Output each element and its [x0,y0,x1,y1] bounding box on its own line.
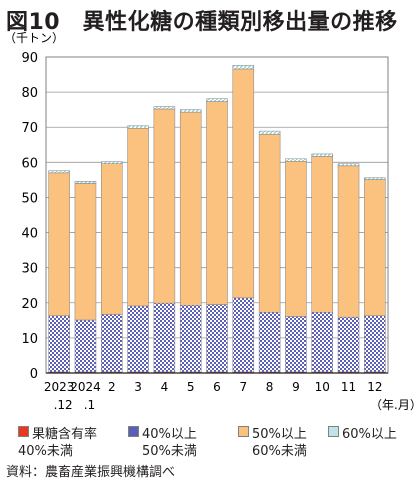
bar-segment [101,314,123,373]
bar-segment [364,177,386,180]
bar-segment [48,172,70,317]
y-tick-label: 80 [21,86,38,101]
bar-segment [206,304,228,373]
legend-label-line2: 50%未満 [142,444,197,459]
bar-segment [127,128,149,307]
bar-segment [127,125,149,129]
x-tick-label: 3 [134,380,142,394]
x-tick-sublabel: .1 [84,398,95,412]
x-tick-label: 8 [266,380,274,394]
legend-swatch [128,426,139,437]
x-tick-label: 10 [315,380,330,394]
axes [45,56,389,374]
bar-segment [101,161,123,164]
bar-segment [232,68,255,299]
x-unit-label: （年.月） [370,398,420,412]
bar-segment [364,179,386,317]
legend-item: 50%以上 60%未満 [238,426,307,460]
bar-segment [258,312,281,373]
x-tick-label: 5 [187,380,195,394]
x-tick-label: 2023 [44,380,75,394]
legend-label-line2: 40%未満 [18,444,73,459]
bar-segment [364,315,386,373]
bar-segment [285,316,307,373]
legend-item: 60%以上 [328,426,397,443]
bar-segment [285,161,307,317]
bar-segment [337,316,360,373]
bar-segment [232,297,255,373]
bar-segment [179,304,202,373]
bar-segment [101,163,123,315]
bars [48,65,386,374]
bar-segment [232,65,255,70]
bar-segment [74,181,97,184]
legend-swatch [238,426,249,437]
y-tick-label: 70 [21,121,38,136]
y-unit-label: （千トン） [4,31,64,45]
legend-label-line2: 60%未満 [252,444,307,459]
bar-segment [206,101,228,305]
bar-segment [153,106,176,110]
bar-segment [285,158,307,162]
x-tick-label: 7 [239,380,247,394]
x-tick-label: 2024 [70,380,101,394]
x-tick-label: 2 [108,380,116,394]
y-tick-label: 50 [21,191,38,206]
bar-segment [311,312,333,373]
y-tick-label: 60 [21,156,38,171]
legend-label: 果糖含有率 [32,427,98,442]
bar-segment [48,315,70,373]
legend-swatch [18,426,29,437]
x-tick-sublabel: .12 [54,398,73,412]
bar-segment [258,130,281,135]
y-tick-label: 90 [21,51,38,66]
x-tick-label: 4 [161,380,169,394]
x-tick-label: 12 [367,380,382,394]
bar-segment [311,156,333,313]
legend-item: 果糖含有率 40%未満 [18,426,97,460]
legend-swatch [328,426,339,437]
bar-segment [127,305,149,373]
bar-segment [258,133,281,313]
legend-item: 40%以上 50%未満 [128,426,197,460]
legend-label: 60%以上 [342,427,397,442]
y-tick-label: 20 [21,297,38,312]
chart-title: 図10 異性化糖の種類別移出量の推移 [6,10,398,35]
y-tick-labels: 0 10 20 30 40 50 60 70 80 90 [21,51,38,382]
source-note: 資料：農畜産業振興機構調べ [6,465,176,480]
bar-segment [179,111,202,306]
bar-segment [179,109,202,113]
y-tick-label: 0 [30,367,38,382]
x-tick-label: 9 [292,380,300,394]
legend-label: 50%以上 [252,427,307,442]
bar-segment [311,153,333,157]
bar-segment [337,165,360,318]
x-tick-label: 11 [341,380,356,394]
y-tick-label: 40 [21,227,38,242]
bar-segment [206,98,228,102]
legend-label: 40%以上 [142,427,197,442]
bar-segment [153,302,176,373]
bar-segment [48,170,70,174]
x-tick-label: 6 [213,380,221,394]
bar-segment [337,163,360,167]
bar-segment [74,183,97,321]
bar-segment [74,319,97,373]
bar-segment [153,108,176,304]
y-tick-label: 30 [21,262,38,277]
y-tick-label: 10 [21,332,38,347]
